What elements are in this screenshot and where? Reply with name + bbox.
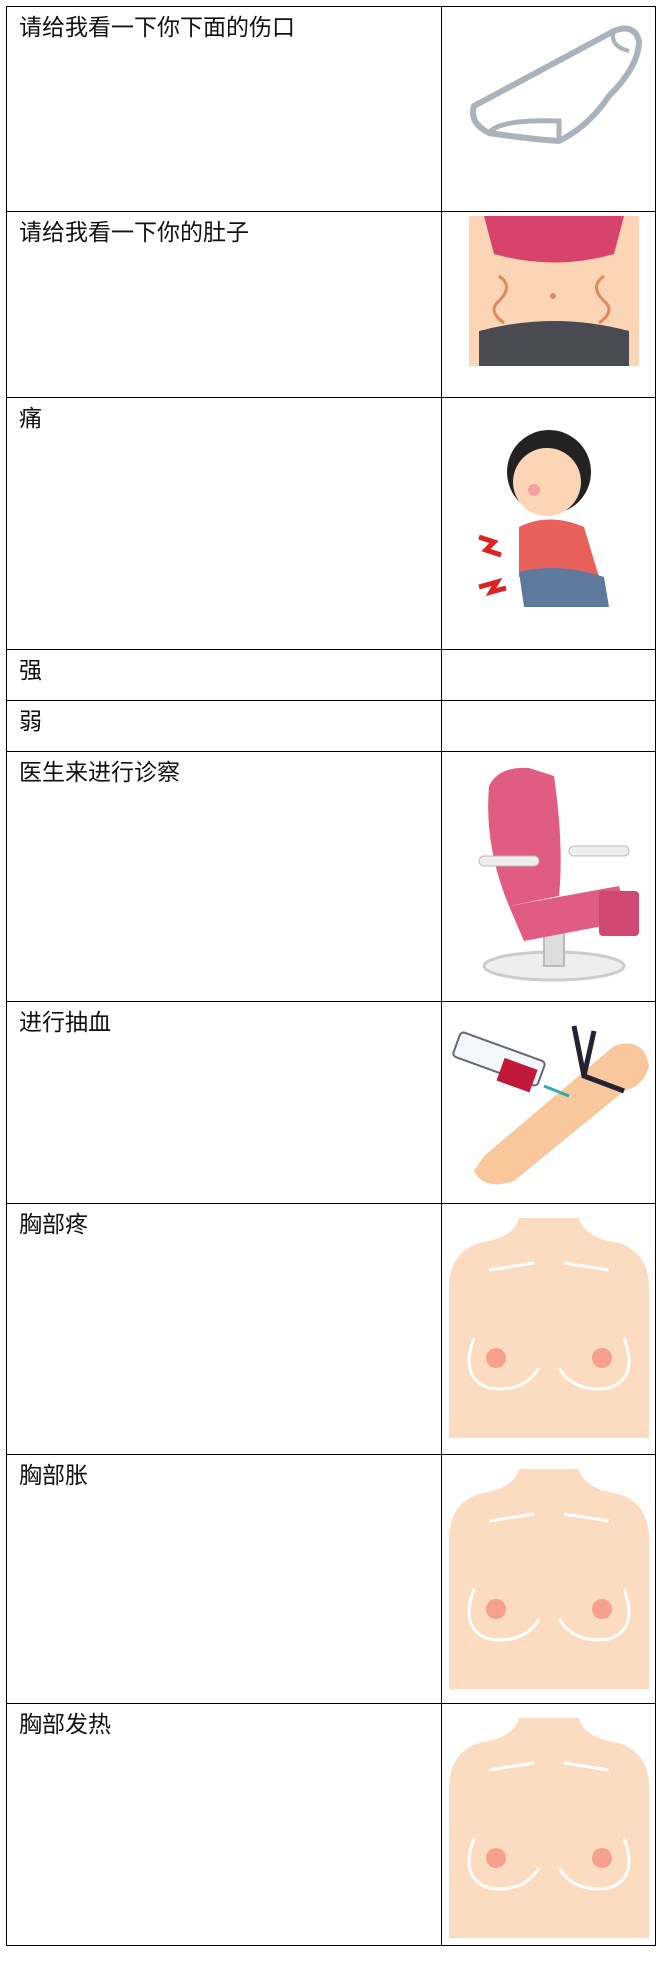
phrase: 胸部疼 xyxy=(6,1203,442,1455)
image-cell xyxy=(441,1001,656,1204)
row: 胸部胀 xyxy=(6,1454,656,1704)
phrase: 请给我看一下你下面的伤口 xyxy=(6,6,442,212)
row: 胸部发热 xyxy=(6,1703,656,1946)
pain-icon xyxy=(477,430,609,607)
phrase: 痛 xyxy=(6,397,442,650)
underwear-icon xyxy=(469,25,642,144)
row: 弱 xyxy=(6,700,656,752)
row: 请给我看一下你下面的伤口 xyxy=(6,6,656,212)
row: 胸部疼 xyxy=(6,1203,656,1455)
image-cell xyxy=(441,751,656,1002)
image-cell xyxy=(441,211,656,398)
row: 强 xyxy=(6,649,656,701)
exam-chair-icon xyxy=(478,767,639,982)
phrase: 进行抽血 xyxy=(6,1001,442,1204)
chest-icon xyxy=(448,1718,649,1938)
row: 请给我看一下你的肚子 xyxy=(6,211,656,398)
row: 进行抽血 xyxy=(6,1001,656,1204)
image-cell xyxy=(441,649,656,701)
blood-draw-icon xyxy=(451,1025,649,1185)
chest-icon xyxy=(448,1469,649,1689)
image-cell xyxy=(441,6,656,212)
image-cell xyxy=(441,1703,656,1946)
image-cell xyxy=(441,397,656,650)
image-cell xyxy=(441,700,656,752)
phrase: 医生来进行诊察 xyxy=(6,751,442,1002)
phrase: 强 xyxy=(6,649,442,701)
image-cell xyxy=(441,1454,656,1704)
phrase: 胸部胀 xyxy=(6,1454,442,1704)
phrase: 请给我看一下你的肚子 xyxy=(6,211,442,398)
chest-icon xyxy=(448,1218,649,1438)
phrase-table: 请给我看一下你下面的伤口 请给我看一下你的肚子 痛 强 xyxy=(6,6,656,1946)
image-cell xyxy=(441,1203,656,1455)
phrase: 弱 xyxy=(6,700,442,752)
row: 痛 xyxy=(6,397,656,650)
belly-icon xyxy=(468,216,639,366)
phrase: 胸部发热 xyxy=(6,1703,442,1946)
row: 医生来进行诊察 xyxy=(6,751,656,1002)
